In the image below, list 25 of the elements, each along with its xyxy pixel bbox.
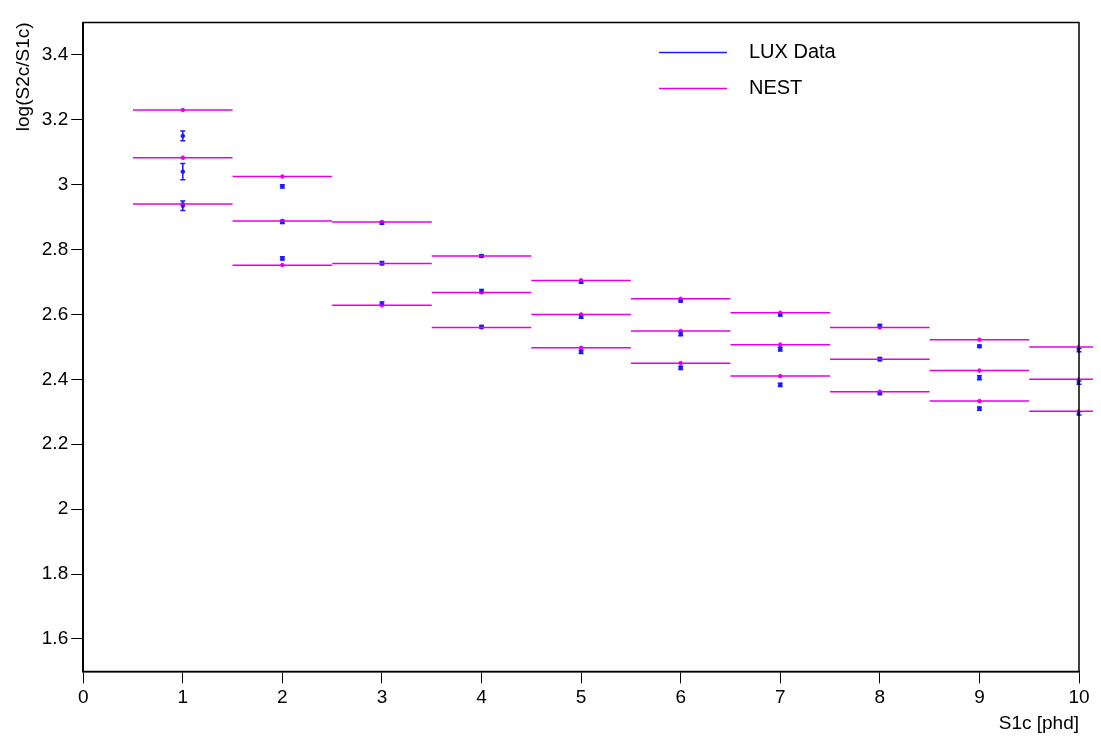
x-tick-label: 10 [1068,686,1090,708]
x-axis-title: S1c [phd] [998,711,1079,733]
y-tick-label: 1.8 [41,562,69,584]
legend-label: LUX Data [749,39,837,62]
x-tick-label: 2 [277,686,288,708]
y-tick-label: 2.6 [41,302,69,324]
y-axis-title: log(S2c/S1c) [11,22,33,132]
x-tick-label: 4 [476,686,488,708]
x-tick-label: 9 [974,686,985,708]
x-tick-label: 0 [77,686,89,708]
legend-label: NEST [749,75,803,98]
x-tick-label: 6 [675,686,686,708]
x-tick-label: 8 [874,686,886,708]
y-tick-label: 3.4 [41,43,69,65]
x-tick-label: 1 [177,686,189,708]
y-tick-label: 3 [57,172,69,194]
y-tick-label: 2.4 [41,367,69,389]
y-tick-label: 2.8 [41,237,69,259]
y-tick-label: 2 [57,497,69,519]
y-tick-label: 2.2 [41,432,69,454]
y-tick-label: 3.2 [41,107,69,129]
x-tick-label: 7 [774,686,786,708]
y-tick-label: 1.6 [41,627,69,649]
x-tick-label: 5 [575,686,587,708]
x-tick-label: 3 [376,686,388,708]
